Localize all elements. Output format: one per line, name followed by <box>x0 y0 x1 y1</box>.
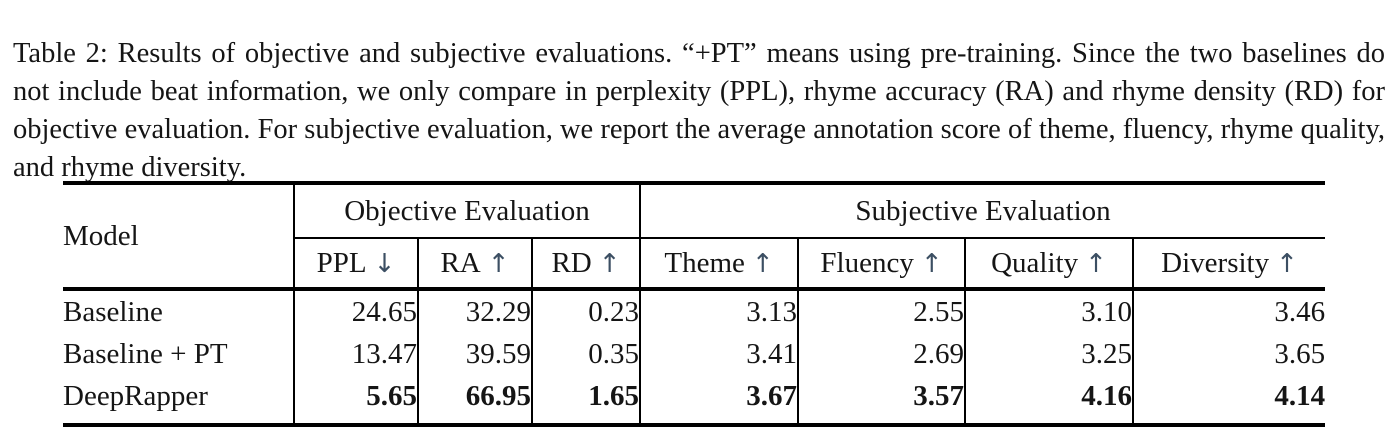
cell-diversity: 4.14 <box>1274 379 1326 412</box>
col-header-theme-label: Theme <box>664 246 745 279</box>
cell-fluency: 3.57 <box>798 375 967 425</box>
cell-theme: 3.13 <box>640 289 800 333</box>
col-header-diversity: Diversity ↑ <box>1133 238 1326 291</box>
column-header-row: PPL ↓ RA ↑ RD ↑ Theme ↑ Fluency ↑ Quality ↑ Di… <box>63 238 1326 291</box>
cell-ra: 32.29 <box>418 289 533 333</box>
table-row-deeprapper: DeepRapper 5.65 66.95 1.65 3.67 3.57 4.1… <box>63 375 1325 425</box>
up-arrow-icon: ↑ <box>1276 248 1298 279</box>
col-header-theme: Theme ↑ <box>640 238 800 291</box>
table-row-baseline-pt: Baseline + PT 13.47 39.59 0.35 3.41 2.69… <box>63 333 1325 375</box>
group-header-row: Model Objective Evaluation Subjective Ev… <box>63 183 1326 291</box>
cell-ra: 39.59 <box>418 333 533 375</box>
up-arrow-icon: ↑ <box>1085 248 1107 279</box>
cell-ppl: 5.65 <box>294 375 419 425</box>
cell-ra: 66.95 <box>418 375 533 425</box>
col-header-fluency: Fluency ↑ <box>798 238 967 291</box>
col-header-rd-label: RD <box>551 246 592 279</box>
table-row-baseline: Baseline 24.65 32.29 0.23 3.13 2.55 3.10… <box>63 289 1325 333</box>
cell-rd: 0.23 <box>532 289 642 333</box>
cell-diversity: 3.46 <box>1274 295 1326 328</box>
col-header-quality: Quality ↑ <box>965 238 1135 291</box>
col-header-ppl-label: PPL <box>316 246 367 279</box>
col-header-rd: RD ↑ <box>532 238 642 291</box>
cell-rd: 0.35 <box>532 333 642 375</box>
cell-theme: 3.41 <box>640 333 800 375</box>
model-column-header: Model <box>63 183 295 291</box>
model-name: DeepRapper <box>63 375 295 425</box>
cell-quality: 3.25 <box>965 333 1135 375</box>
group-header-objective: Objective Evaluation <box>294 183 642 239</box>
col-header-fluency-label: Fluency <box>820 246 914 279</box>
col-header-quality-label: Quality <box>991 246 1079 279</box>
group-header-subjective: Subjective Evaluation <box>640 183 1326 239</box>
down-arrow-icon: ↓ <box>373 248 396 279</box>
col-header-ra: RA ↑ <box>418 238 533 291</box>
cell-ppl: 13.47 <box>294 333 419 375</box>
cell-quality: 3.10 <box>965 289 1135 333</box>
up-arrow-icon: ↑ <box>751 248 774 279</box>
col-header-ppl: PPL ↓ <box>294 238 419 291</box>
results-table-container: Model Objective Evaluation Subjective Ev… <box>63 181 1326 427</box>
col-header-diversity-label: Diversity <box>1161 246 1270 279</box>
cell-quality: 4.16 <box>965 375 1135 425</box>
table-caption: Table 2: Results of objective and subjec… <box>13 37 1385 183</box>
cell-fluency: 2.69 <box>798 333 967 375</box>
up-arrow-icon: ↑ <box>920 248 943 279</box>
cell-theme: 3.67 <box>640 375 800 425</box>
model-name: Baseline <box>63 289 295 333</box>
model-name: Baseline + PT <box>63 333 295 375</box>
cell-rd: 1.65 <box>532 375 642 425</box>
cell-ppl: 24.65 <box>294 289 419 333</box>
cell-fluency: 2.55 <box>798 289 967 333</box>
col-header-ra-label: RA <box>440 246 481 279</box>
results-table: Model Objective Evaluation Subjective Ev… <box>63 181 1326 427</box>
up-arrow-icon: ↑ <box>487 248 510 279</box>
cell-diversity: 3.65 <box>1274 337 1326 370</box>
up-arrow-icon: ↑ <box>598 248 621 279</box>
